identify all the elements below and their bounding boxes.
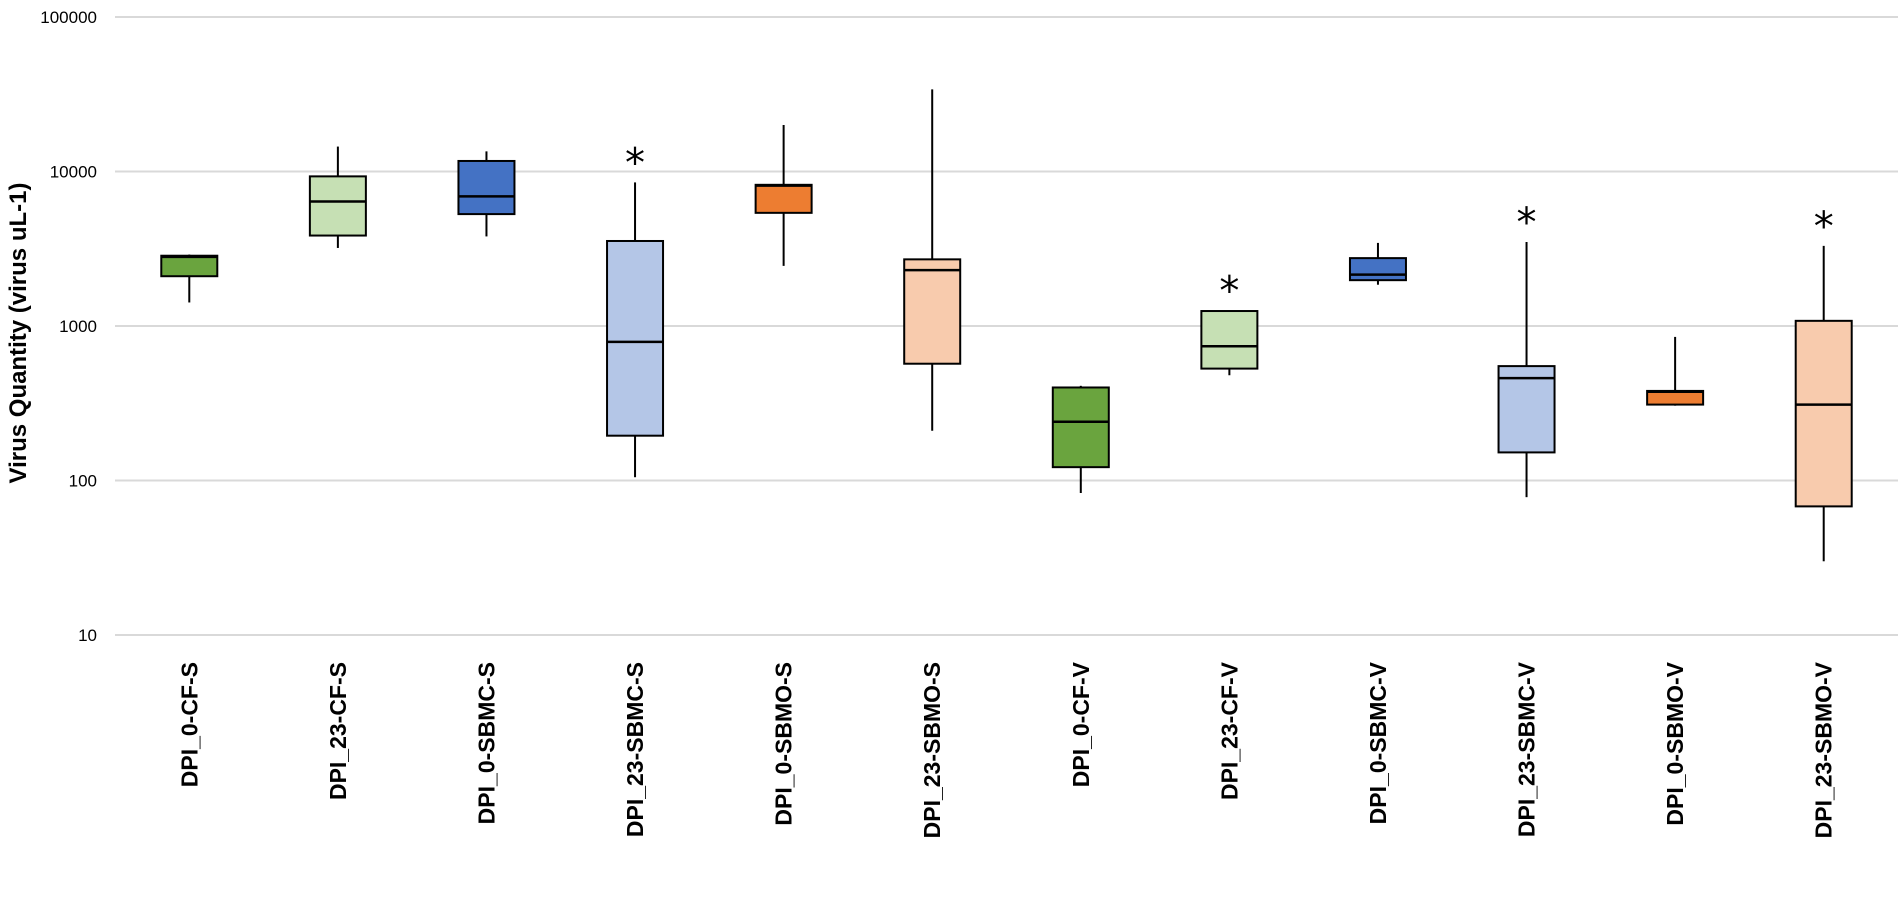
y-tick-label: 10 <box>78 626 97 645</box>
iqr-box <box>606 239 665 437</box>
box-DPI_23-SBMO-V: * <box>1794 204 1853 562</box>
significance-marker: * <box>625 140 645 186</box>
iqr-box <box>1051 386 1110 469</box>
box-DPI_0-SBMO-V <box>1646 336 1705 406</box>
box-DPI_0-CF-S <box>160 254 219 303</box>
y-axis-label: Virus Quantity (virus uL-1) <box>5 183 32 484</box>
x-tick-label: DPI_0-SBMC-S <box>473 662 499 824</box>
box-DPI_23-SBMC-V: * <box>1497 200 1556 498</box>
y-tick-labels: 10 100 1000 10000 100000 <box>40 8 97 645</box>
iqr-box <box>308 175 367 237</box>
x-tick-label: DPI_0-SBMO-V <box>1662 661 1688 825</box>
y-tick-label: 10000 <box>50 163 97 182</box>
x-tick-label: DPI_0-SBMO-S <box>771 662 797 826</box>
iqr-box <box>1497 365 1556 454</box>
significance-marker: * <box>1517 200 1537 246</box>
box-DPI_0-SBMC-S <box>457 151 516 237</box>
x-tick-label: DPI_23-SBMC-S <box>622 662 648 837</box>
significance-marker: * <box>1219 268 1239 314</box>
y-tick-label: 100 <box>69 472 97 491</box>
box-DPI_23-SBMO-S <box>903 89 962 431</box>
iqr-box <box>160 254 219 278</box>
x-tick-label: DPI_23-SBMO-V <box>1811 661 1837 838</box>
iqr-box <box>1794 319 1853 508</box>
x-tick-label: DPI_23-CF-S <box>325 662 351 800</box>
iqr-box <box>754 183 813 214</box>
x-tick-labels: DPI_0-CF-S DPI_23-CF-S DPI_0-SBMC-S DPI_23-… <box>176 661 1836 838</box>
box-DPI_23-CF-V: * <box>1200 268 1259 376</box>
box-DPI_0-CF-V <box>1051 385 1110 494</box>
box-DPI_0-SBMO-S <box>754 124 813 266</box>
gridlines <box>115 16 1898 636</box>
iqr-box <box>457 159 516 216</box>
iqr-box <box>1200 310 1259 370</box>
box-DPI_0-SBMC-V <box>1348 242 1407 285</box>
box-DPI_23-SBMC-S: * <box>606 140 665 478</box>
y-tick-label: 1000 <box>59 317 97 336</box>
x-tick-label: DPI_23-SBMC-V <box>1514 661 1540 837</box>
box-series: * * * * <box>160 89 1853 562</box>
box-DPI_23-CF-S <box>308 146 367 248</box>
x-tick-label: DPI_0-SBMC-V <box>1365 661 1391 824</box>
x-tick-label: DPI_0-CF-S <box>176 662 202 787</box>
x-tick-label: DPI_23-CF-V <box>1216 661 1242 800</box>
x-tick-label: DPI_23-SBMO-S <box>919 662 945 838</box>
iqr-box <box>903 258 962 365</box>
x-tick-label: DPI_0-CF-V <box>1068 661 1094 787</box>
significance-marker: * <box>1814 204 1834 250</box>
iqr-box <box>1348 257 1407 282</box>
y-tick-label: 100000 <box>40 8 97 27</box>
